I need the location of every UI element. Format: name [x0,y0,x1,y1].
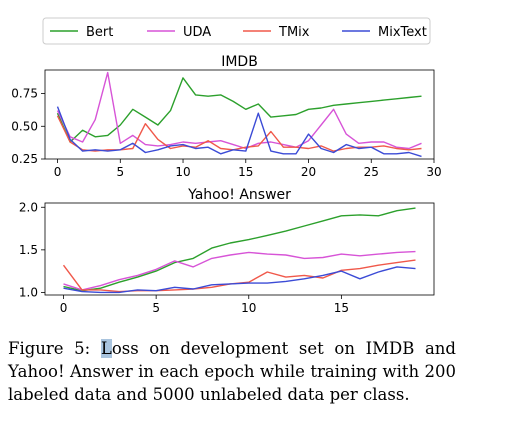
x-tick-label: 20 [301,165,316,179]
series-line-tmix [64,260,416,292]
plot-frame [45,203,434,295]
caption-prefix: Figure 5: [8,339,101,358]
y-tick-label: 2.0 [19,200,38,214]
x-tick-label: 5 [116,165,124,179]
y-tick-label: 0.25 [11,152,38,166]
figure-caption: Figure 5: Loss on development set on IMD… [8,337,456,406]
text-cursor-highlight[interactable]: L [101,339,112,358]
y-tick-label: 1.0 [19,285,38,299]
x-tick-label: 0 [54,165,62,179]
y-tick-label: 0.50 [11,119,38,133]
x-tick-label: 25 [364,165,379,179]
chart-title: IMDB [221,54,258,70]
chart-title: Yahoo! Answer [187,187,291,203]
figure: Bert UDA TMix MixText IMDB 0 5 10 15 20 25 30 0.25 0… [0,0,505,330]
x-tick-label: 10 [175,165,190,179]
legend-label-bert: Bert [86,25,113,40]
x-tick-label: 15 [238,165,253,179]
x-tick-label: 30 [426,165,441,179]
legend: Bert UDA TMix MixText [43,18,430,44]
x-tick-label: 10 [241,301,256,315]
series-line-tmix [58,116,422,151]
y-tick-label: 1.5 [19,243,38,257]
imdb-chart: IMDB 0 5 10 15 20 25 30 0.25 0.50 0.75 [11,54,441,179]
series-line-mixtext [64,267,416,293]
plot-frame [45,70,434,159]
x-tick-label: 15 [334,301,349,315]
x-tick-label: 0 [60,301,68,315]
y-tick-label: 0.75 [11,87,38,101]
legend-label-uda: UDA [183,25,211,40]
x-tick-label: 5 [152,301,160,315]
yahoo-answer-chart: Yahoo! Answer 0 5 10 15 1.0 1.5 2.0 [19,187,434,315]
legend-label-tmix: TMix [278,25,310,40]
legend-label-mixtext: MixText [378,25,427,40]
series-line-uda [58,73,422,149]
series-line-bert [58,78,422,142]
